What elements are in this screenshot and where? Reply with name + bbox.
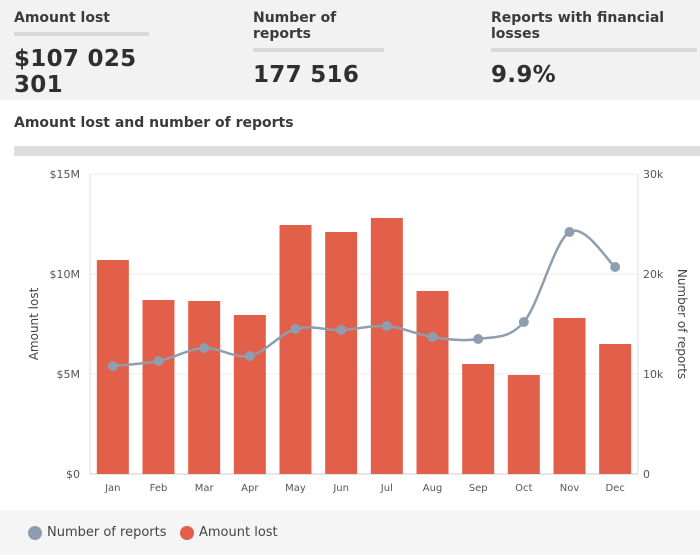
y-tick-label: $5M: [57, 368, 81, 381]
line-point: [564, 227, 575, 237]
x-tick-label: Mar: [195, 483, 215, 494]
x-tick-label: Jun: [332, 483, 349, 494]
stat-label: Number of reports: [253, 10, 337, 42]
stat-value: 9.9%: [491, 62, 556, 88]
y2-tick-label: 30k: [643, 168, 664, 181]
bar: [462, 364, 495, 474]
stat-divider: [491, 48, 697, 52]
bar: [599, 344, 632, 474]
combo-chart: $0 $5M $10M $15M 0 10k 20k 30k Jan Feb Mar Apr May Ju…: [27, 168, 689, 494]
x-tick-label: Oct: [515, 483, 532, 494]
summary-stats: Amount lost $107 025 301 Number of repor…: [0, 0, 700, 98]
bar: [370, 218, 403, 474]
bar: [325, 232, 358, 474]
stat-label: Amount lost: [14, 10, 110, 26]
plot-area: $0 $5M $10M $15M 0 10k 20k 30k Jan Feb Mar Apr May Ju…: [14, 156, 700, 511]
y2-tick-label: 20k: [643, 268, 664, 281]
x-tick-label: Nov: [560, 483, 580, 494]
line-point: [427, 332, 438, 342]
x-tick-label: Jan: [104, 483, 120, 494]
x-tick-label: Jul: [380, 483, 393, 494]
line-point: [244, 351, 255, 361]
line-point: [153, 356, 164, 366]
x-tick-label: Dec: [605, 483, 624, 494]
y2-tick-label: 0: [643, 468, 650, 481]
y2-axis-title: Number of reports: [675, 269, 689, 379]
legend-label: Amount lost: [199, 525, 278, 540]
y-tick-label: $0: [66, 468, 80, 481]
line-point: [290, 324, 301, 334]
x-tick-label: Feb: [150, 483, 168, 494]
y2-tick-label: 10k: [643, 368, 664, 381]
stat-divider: [253, 48, 384, 52]
line-point: [199, 343, 210, 353]
bar: [507, 375, 540, 474]
bar: [142, 300, 175, 474]
x-tick-label: Aug: [423, 483, 443, 494]
x-tick-label: Apr: [241, 483, 259, 494]
x-tick-label: May: [285, 483, 306, 494]
line-point: [381, 321, 392, 331]
line-point: [518, 317, 529, 327]
legend: Number of reports Amount lost: [0, 510, 700, 555]
line-point: [610, 262, 621, 272]
bar: [553, 318, 586, 474]
y-tick-label: $10M: [50, 268, 81, 281]
bar: [233, 315, 266, 474]
legend-swatch-line: [28, 525, 42, 540]
legend-label: Number of reports: [47, 525, 167, 540]
line-point: [473, 334, 484, 344]
stat-label: Reports with financial losses: [491, 10, 665, 42]
line-point: [107, 361, 118, 371]
stat-financial-losses: Reports with financial losses 9.9%: [491, 10, 697, 88]
stat-value: $107 025 301: [14, 46, 137, 98]
stat-amount-lost: Amount lost $107 025 301: [14, 10, 149, 98]
y-tick-label: $15M: [50, 168, 81, 181]
legend-item-reports[interactable]: Number of reports: [28, 525, 167, 540]
stat-value: 177 516: [253, 62, 360, 88]
legend-item-amount[interactable]: Amount lost: [180, 525, 278, 540]
bar: [416, 291, 449, 474]
y-axis-title: Amount lost: [27, 287, 41, 360]
stat-divider: [14, 32, 149, 36]
bar: [279, 225, 312, 474]
x-tick-label: Sep: [469, 483, 488, 494]
line-point: [336, 325, 347, 335]
bar: [188, 301, 221, 474]
stat-number-of-reports: Number of reports 177 516: [253, 10, 384, 88]
chart-title: Amount lost and number of reports: [14, 115, 294, 131]
chart-header-rule: [14, 146, 700, 156]
chart-panel: Amount lost and number of reports $0 $5M $…: [0, 100, 700, 555]
legend-swatch-bar: [180, 525, 194, 540]
